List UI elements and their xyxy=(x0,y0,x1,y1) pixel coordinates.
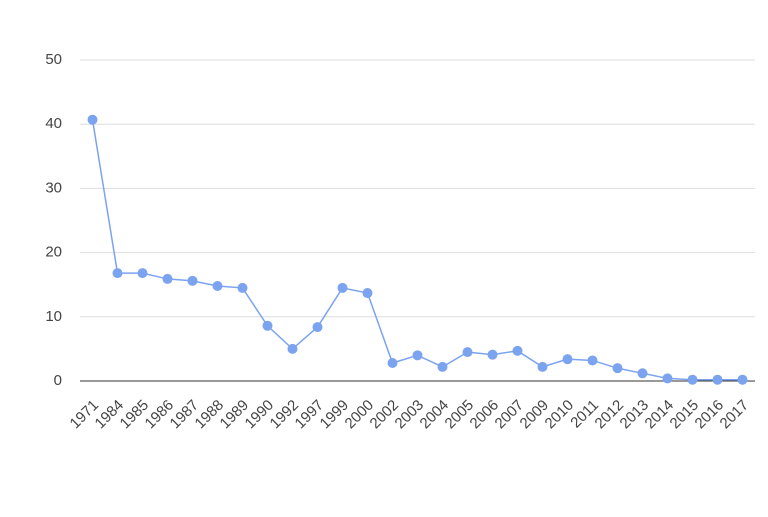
point xyxy=(187,275,198,286)
point xyxy=(262,320,273,331)
point xyxy=(537,361,548,372)
x-tick-label: 2017 xyxy=(717,397,753,433)
point xyxy=(737,374,748,385)
point xyxy=(512,345,523,356)
point xyxy=(487,349,498,360)
point xyxy=(662,373,673,384)
point xyxy=(637,368,648,379)
point xyxy=(337,282,348,293)
point xyxy=(162,273,173,284)
point xyxy=(412,350,423,361)
point xyxy=(112,268,123,279)
y-tick-label: 50 xyxy=(45,51,62,68)
point xyxy=(612,363,623,374)
line xyxy=(91,119,743,381)
point xyxy=(137,268,148,279)
point xyxy=(712,374,723,385)
point xyxy=(687,374,698,385)
point xyxy=(212,280,223,291)
y-tick-label: 10 xyxy=(45,308,62,325)
point xyxy=(587,355,598,366)
point xyxy=(87,114,98,125)
point xyxy=(237,282,248,293)
point xyxy=(462,347,473,358)
point xyxy=(287,343,298,354)
point xyxy=(312,322,323,333)
y-tick-label: 30 xyxy=(45,179,62,196)
point xyxy=(387,358,398,369)
point xyxy=(562,354,573,365)
y-tick-label: 0 xyxy=(54,372,62,389)
y-tick-label: 20 xyxy=(45,244,62,261)
point xyxy=(437,361,448,372)
y-tick-label: 40 xyxy=(45,115,62,132)
point xyxy=(362,288,373,299)
